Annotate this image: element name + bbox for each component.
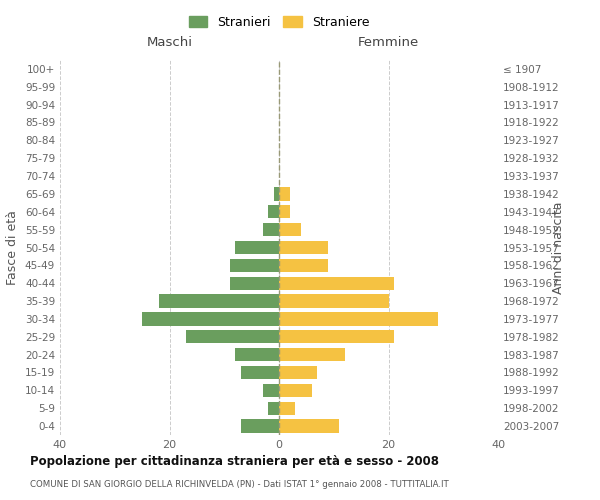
Bar <box>230 258 279 272</box>
Bar <box>279 402 295 415</box>
Bar <box>279 276 394 290</box>
Bar <box>241 420 279 433</box>
Bar <box>235 348 279 362</box>
Bar <box>241 366 279 379</box>
Bar <box>263 384 279 397</box>
Bar <box>279 330 394 344</box>
Bar <box>158 294 279 308</box>
Y-axis label: Anni di nascita: Anni di nascita <box>552 201 565 294</box>
Bar <box>186 330 279 344</box>
Bar <box>279 366 317 379</box>
Bar <box>263 223 279 236</box>
Bar <box>279 258 328 272</box>
Bar <box>279 384 312 397</box>
Y-axis label: Fasce di età: Fasce di età <box>7 210 19 285</box>
Bar <box>279 294 389 308</box>
Bar <box>279 241 328 254</box>
Legend: Stranieri, Straniere: Stranieri, Straniere <box>186 13 372 31</box>
Bar <box>142 312 279 326</box>
Bar <box>268 402 279 415</box>
Text: Femmine: Femmine <box>358 36 419 50</box>
Bar <box>279 420 339 433</box>
Bar <box>268 205 279 218</box>
Bar <box>230 276 279 290</box>
Bar <box>279 223 301 236</box>
Bar <box>279 187 290 200</box>
Text: Maschi: Maschi <box>146 36 193 50</box>
Bar <box>235 241 279 254</box>
Bar <box>279 205 290 218</box>
Bar <box>279 348 345 362</box>
Bar <box>279 312 438 326</box>
Text: Popolazione per cittadinanza straniera per età e sesso - 2008: Popolazione per cittadinanza straniera p… <box>30 455 439 468</box>
Bar <box>274 187 279 200</box>
Text: COMUNE DI SAN GIORGIO DELLA RICHINVELDA (PN) - Dati ISTAT 1° gennaio 2008 - TUTT: COMUNE DI SAN GIORGIO DELLA RICHINVELDA … <box>30 480 449 489</box>
